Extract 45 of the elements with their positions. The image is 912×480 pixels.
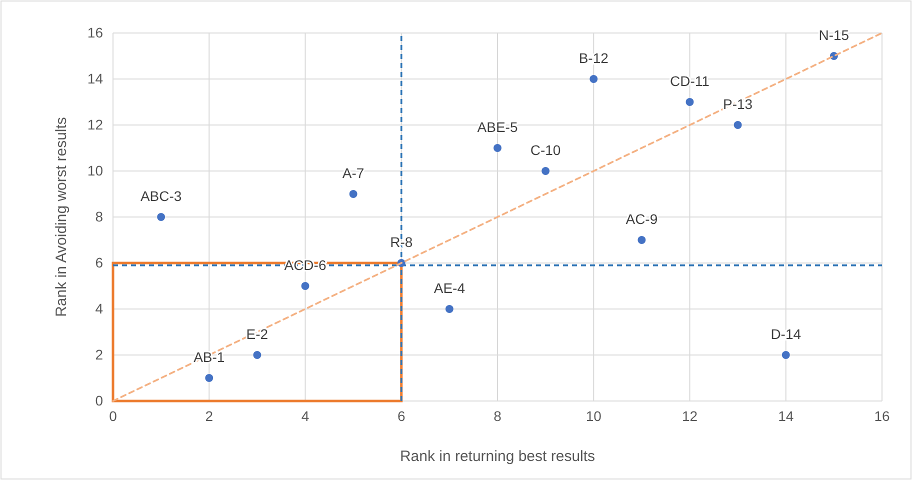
point bbox=[301, 282, 310, 290]
x-tick-label: 4 bbox=[301, 408, 310, 424]
y-tick-label: 12 bbox=[87, 116, 104, 132]
annotation: CD-11 bbox=[670, 73, 710, 89]
x-axis-title: Rank in returning best results bbox=[400, 448, 596, 465]
annotation: ABE-5 bbox=[477, 119, 518, 135]
x-tick-label: 8 bbox=[494, 408, 502, 424]
x-tick-label: 16 bbox=[874, 408, 890, 424]
x-tick-label: 0 bbox=[109, 408, 118, 424]
annotation: AC-9 bbox=[626, 211, 658, 227]
point bbox=[349, 190, 358, 198]
y-tick-label: 4 bbox=[95, 300, 104, 316]
annotation: AE-4 bbox=[434, 280, 466, 296]
y-tick-label: 2 bbox=[95, 346, 104, 362]
x-tick-label: 14 bbox=[778, 408, 794, 424]
point bbox=[590, 75, 598, 83]
y-tick-label: 8 bbox=[95, 208, 104, 224]
point bbox=[734, 121, 742, 129]
y-tick-label: 14 bbox=[87, 70, 104, 86]
annotation: E-2 bbox=[246, 326, 268, 342]
y-axis-title: Rank in Avoiding worst results bbox=[53, 117, 70, 317]
point bbox=[157, 213, 166, 221]
annotation: A-7 bbox=[342, 165, 364, 181]
annotation: B-12 bbox=[578, 50, 609, 66]
annotation: D-14 bbox=[770, 326, 802, 342]
point bbox=[253, 351, 262, 359]
x-tick-label: 2 bbox=[205, 408, 214, 424]
y-tick-label: 10 bbox=[87, 162, 104, 178]
annotation: C-10 bbox=[530, 142, 561, 158]
y-tick-label: 16 bbox=[87, 24, 104, 40]
y-tick-label: 0 bbox=[95, 392, 104, 408]
point bbox=[494, 144, 502, 152]
x-tick-label: 12 bbox=[682, 408, 698, 424]
point bbox=[542, 167, 550, 175]
point bbox=[445, 305, 454, 313]
point bbox=[782, 351, 790, 359]
x-tick-label: 10 bbox=[586, 408, 602, 424]
annotation: N-15 bbox=[818, 27, 850, 43]
point bbox=[205, 374, 214, 382]
y-tick-label: 6 bbox=[95, 254, 104, 270]
point bbox=[638, 236, 646, 244]
annotation: R-8 bbox=[390, 234, 413, 250]
x-tick-label: 6 bbox=[397, 408, 406, 424]
annotation: ABC-3 bbox=[140, 188, 182, 204]
point bbox=[686, 98, 694, 106]
